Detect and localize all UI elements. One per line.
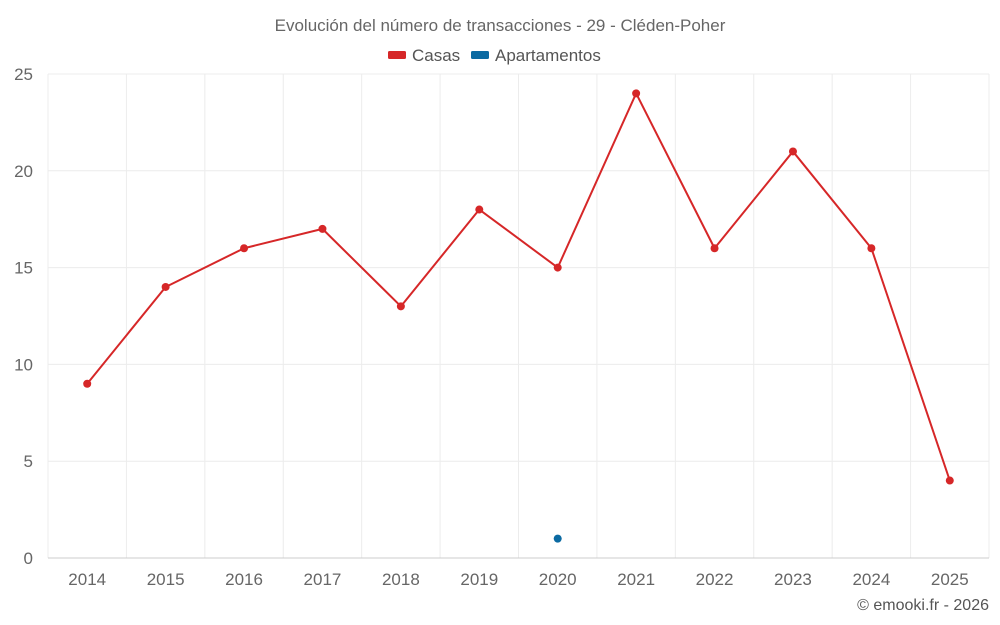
data-point-casas-2020[interactable] — [553, 263, 562, 272]
series-layer — [83, 89, 954, 543]
x-tick-label-2018: 2018 — [382, 570, 420, 589]
x-gridlines — [47, 74, 990, 558]
data-point-casas-2023[interactable] — [788, 147, 797, 156]
data-point-casas-2024[interactable] — [867, 244, 876, 253]
data-point-casas-2021[interactable] — [632, 89, 641, 98]
data-point-apartamentos-2020[interactable] — [553, 534, 562, 543]
series-apartamentos — [553, 534, 562, 543]
data-point-casas-2019[interactable] — [475, 205, 484, 214]
data-point-casas-2025[interactable] — [945, 476, 954, 485]
data-point-casas-2016[interactable] — [240, 244, 249, 253]
credit-text: © emooki.fr - 2026 — [857, 597, 989, 614]
x-axis-tick-labels: 2014 2015 2016 2017 2018 2019 2020 2021 2022 2023… — [68, 570, 968, 589]
chart-title: Evolución del número de transacciones - … — [275, 16, 726, 35]
x-tick-label-2015: 2015 — [147, 570, 185, 589]
x-tick-label-2019: 2019 — [460, 570, 498, 589]
y-tick-label-5: 5 — [24, 452, 33, 471]
series-line-casas — [86, 92, 951, 482]
y-tick-label-10: 10 — [14, 355, 33, 374]
y-tick-label-25: 25 — [14, 65, 33, 84]
y-tick-label-20: 20 — [14, 162, 33, 181]
chart-legend: Casas Apartamentos — [388, 46, 601, 65]
data-point-casas-2017[interactable] — [318, 224, 327, 233]
x-tick-label-2021: 2021 — [617, 570, 655, 589]
data-point-casas-2015[interactable] — [161, 282, 170, 291]
legend-label-casas: Casas — [412, 46, 460, 65]
y-axis-tick-labels: 0 5 10 15 20 25 — [14, 65, 33, 568]
x-tick-label-2025: 2025 — [931, 570, 969, 589]
x-tick-label-2022: 2022 — [696, 570, 734, 589]
data-point-casas-2018[interactable] — [396, 302, 405, 311]
x-tick-label-2024: 2024 — [852, 570, 890, 589]
data-point-casas-2022[interactable] — [710, 244, 719, 253]
y-tick-label-0: 0 — [24, 549, 33, 568]
data-point-casas-2014[interactable] — [83, 379, 92, 388]
x-tick-label-2020: 2020 — [539, 570, 577, 589]
legend-swatch-casas — [388, 51, 406, 59]
legend-item-casas[interactable]: Casas — [388, 46, 460, 65]
x-tick-label-2023: 2023 — [774, 570, 812, 589]
y-tick-label-15: 15 — [14, 259, 33, 278]
legend-swatch-apartamentos — [471, 51, 489, 59]
x-tick-label-2017: 2017 — [304, 570, 342, 589]
x-tick-label-2016: 2016 — [225, 570, 263, 589]
series-casas — [83, 89, 954, 485]
x-tick-label-2014: 2014 — [68, 570, 106, 589]
legend-item-apartamentos[interactable]: Apartamentos — [471, 46, 601, 65]
legend-label-apartamentos: Apartamentos — [495, 46, 601, 65]
